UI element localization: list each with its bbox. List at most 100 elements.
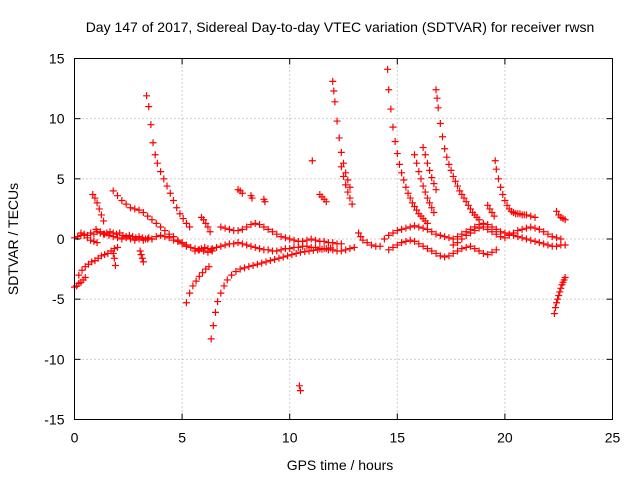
data-point — [207, 246, 215, 254]
data-point — [462, 198, 470, 206]
data-series-arc-y — [337, 163, 356, 208]
data-point — [97, 211, 105, 219]
data-point — [214, 298, 222, 306]
data-point — [165, 234, 173, 242]
data-point — [449, 235, 457, 243]
data-series-arc-ae — [419, 144, 440, 194]
data-point — [330, 87, 338, 95]
data-point — [518, 234, 526, 242]
data-series-arc-p — [208, 239, 358, 255]
data-point — [436, 231, 444, 239]
data-point — [320, 237, 328, 245]
data-point — [411, 237, 419, 245]
data-point — [421, 151, 429, 159]
data-point — [454, 247, 462, 255]
data-point — [225, 225, 233, 233]
data-point — [488, 248, 496, 256]
data-point — [355, 229, 363, 237]
data-point — [251, 243, 259, 251]
data-point — [340, 172, 347, 180]
data-point — [136, 247, 144, 255]
data-point — [423, 159, 431, 167]
data-series-arc-v — [308, 157, 316, 165]
data-point — [111, 261, 119, 269]
data-series-arc-ai — [484, 201, 498, 220]
data-point — [555, 292, 563, 300]
data-point — [329, 246, 337, 254]
data-point — [484, 201, 492, 209]
data-series-arc-t — [260, 195, 269, 206]
data-series-arc-i — [136, 247, 147, 266]
data-point — [430, 209, 438, 217]
data-series-arc-n — [197, 213, 214, 236]
data-point — [346, 183, 354, 191]
data-point — [342, 169, 350, 177]
data-point — [152, 233, 160, 241]
data-point — [413, 206, 421, 214]
data-series-arc-ad — [411, 151, 438, 217]
data-point — [398, 169, 406, 177]
data-point — [145, 234, 153, 242]
data-point — [488, 228, 496, 236]
data-point — [522, 211, 530, 219]
data-point — [428, 204, 436, 212]
data-point — [497, 233, 505, 241]
data-point — [138, 254, 146, 262]
data-point — [342, 181, 350, 189]
data-series-arc-j — [143, 92, 194, 231]
data-point — [398, 239, 406, 247]
data-point — [503, 201, 511, 209]
data-series-arc-m — [191, 243, 215, 255]
data-point — [192, 277, 200, 285]
data-point — [391, 138, 399, 146]
data-point — [312, 236, 320, 244]
data-point — [253, 260, 261, 268]
data-point — [423, 225, 431, 233]
data-point — [92, 225, 100, 233]
data-point — [400, 176, 408, 184]
data-point — [182, 299, 190, 307]
x-tick-label: 10 — [282, 430, 298, 446]
data-point — [143, 92, 151, 100]
data-point — [385, 246, 393, 254]
data-point — [247, 221, 255, 229]
data-point — [186, 223, 194, 231]
data-point — [249, 261, 257, 269]
data-point — [548, 233, 556, 241]
data-point — [305, 247, 313, 255]
data-point — [438, 133, 446, 141]
data-point — [329, 239, 337, 247]
data-point — [464, 201, 472, 209]
data-point — [376, 242, 384, 250]
data-point — [535, 225, 543, 233]
data-point — [118, 196, 126, 204]
data-series-arc-s — [247, 192, 256, 202]
data-point — [217, 289, 225, 297]
data-point — [441, 253, 449, 261]
data-series-arc-w — [316, 190, 330, 206]
data-point — [281, 234, 289, 242]
data-point — [161, 233, 169, 241]
data-point — [553, 234, 561, 242]
data-point — [145, 103, 153, 111]
data-point — [344, 188, 352, 196]
data-point — [402, 237, 410, 245]
data-point — [114, 234, 122, 242]
data-point — [443, 153, 451, 161]
x-axis-label: GPS time / hours — [287, 457, 394, 473]
data-point — [406, 223, 414, 231]
data-series-arc-d — [77, 229, 101, 247]
data-point — [348, 200, 356, 208]
data-point — [296, 387, 304, 395]
data-point — [449, 249, 457, 257]
data-point — [200, 216, 208, 224]
data-point — [458, 235, 466, 243]
data-point — [451, 177, 459, 185]
data-point — [144, 212, 152, 220]
data-point — [557, 284, 565, 292]
data-point — [393, 241, 401, 249]
data-point — [466, 205, 474, 213]
data-point — [484, 251, 492, 259]
data-point — [290, 236, 298, 244]
